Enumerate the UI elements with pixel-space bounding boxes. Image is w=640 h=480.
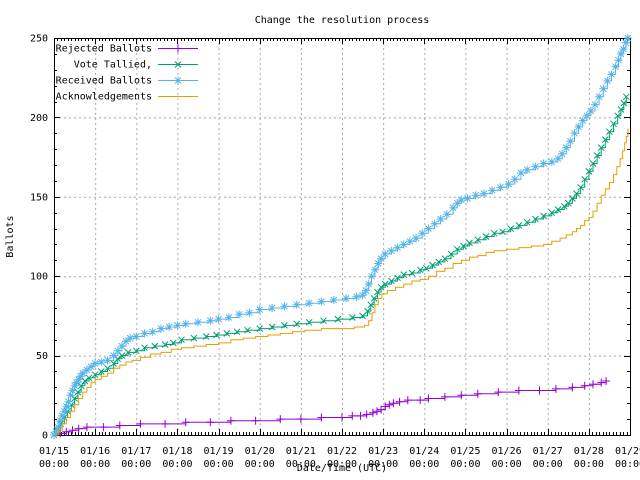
svg-text:150: 150 (30, 192, 48, 203)
svg-text:00:00: 00:00 (615, 459, 640, 470)
svg-text:00:00: 00:00 (450, 459, 480, 470)
series-rejected-ballots-markers (50, 377, 611, 439)
legend-item-vote-tallied (158, 61, 198, 68)
svg-text:00:00: 00:00 (121, 459, 151, 470)
series-received-ballots (50, 34, 632, 439)
svg-text:100: 100 (30, 272, 48, 283)
legend-item-received-ballots (158, 76, 198, 85)
svg-text:50: 50 (36, 351, 48, 362)
series-vote-tallied-markers (50, 93, 630, 439)
grid-lines (54, 38, 630, 435)
svg-text:00:00: 00:00 (286, 459, 316, 470)
legend-label-vote-tallied: Vote Tallied, (74, 60, 152, 71)
svg-text:00:00: 00:00 (245, 459, 275, 470)
svg-text:01/23: 01/23 (368, 446, 398, 457)
svg-text:01/19: 01/19 (204, 446, 234, 457)
svg-text:00:00: 00:00 (409, 459, 439, 470)
svg-text:00:00: 00:00 (492, 459, 522, 470)
svg-text:00:00: 00:00 (204, 459, 234, 470)
series-vote-tallied (50, 93, 630, 439)
svg-text:01/28: 01/28 (574, 446, 604, 457)
y-axis-label: Ballots (5, 215, 16, 257)
legend (158, 44, 198, 97)
svg-text:0: 0 (42, 431, 48, 442)
svg-text:00:00: 00:00 (533, 459, 563, 470)
legend-item-rejected-ballots (158, 44, 198, 53)
legend-marker-received-ballots-icon (174, 76, 182, 85)
series-acknowledgements-line (54, 128, 629, 436)
chart-title: Change the resolution process (255, 15, 430, 26)
svg-text:01/24: 01/24 (409, 446, 439, 457)
legend-marker-vote-tallied-icon (174, 61, 182, 68)
series-acknowledgements (54, 128, 629, 436)
svg-text:01/27: 01/27 (533, 446, 563, 457)
svg-text:01/21: 01/21 (286, 446, 316, 457)
svg-text:00:00: 00:00 (39, 459, 69, 470)
series-vote-tallied-line (54, 96, 627, 436)
series-rejected-ballots (50, 377, 611, 439)
svg-text:250: 250 (30, 34, 48, 45)
legend-marker-rejected-ballots-icon (174, 44, 182, 53)
svg-text:01/16: 01/16 (80, 446, 110, 457)
svg-text:01/20: 01/20 (245, 446, 275, 457)
legend-label-received-ballots: Received Ballots (56, 76, 152, 87)
svg-text:01/25: 01/25 (450, 446, 480, 457)
plot-border-and-ticks (54, 38, 631, 436)
svg-text:01/29: 01/29 (615, 446, 640, 457)
svg-text:01/18: 01/18 (162, 446, 192, 457)
svg-text:01/15: 01/15 (39, 446, 69, 457)
legend-label-acknowledgements: Acknowledgements (56, 92, 152, 103)
x-axis-label: Date/Time (UTC) (297, 463, 387, 474)
svg-text:01/26: 01/26 (492, 446, 522, 457)
svg-text:200: 200 (30, 113, 48, 124)
svg-text:00:00: 00:00 (80, 459, 110, 470)
svg-text:00:00: 00:00 (368, 459, 398, 470)
svg-text:00:00: 00:00 (574, 459, 604, 470)
legend-label-rejected-ballots: Rejected Ballots (56, 44, 152, 55)
svg-text:00:00: 00:00 (327, 459, 357, 470)
svg-text:01/22: 01/22 (327, 446, 357, 457)
svg-text:00:00: 00:00 (162, 459, 192, 470)
svg-text:01/17: 01/17 (121, 446, 151, 457)
